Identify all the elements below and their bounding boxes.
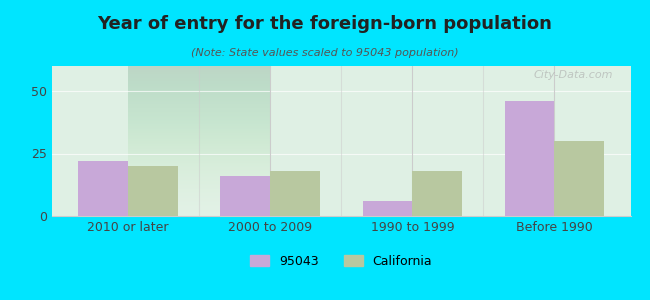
Text: (Note: State values scaled to 95043 population): (Note: State values scaled to 95043 popu… bbox=[191, 48, 459, 58]
Bar bbox=[504, 101, 554, 216]
Text: City-Data.com: City-Data.com bbox=[534, 70, 613, 80]
Bar bbox=[363, 201, 412, 216]
Text: Year of entry for the foreign-born population: Year of entry for the foreign-born popul… bbox=[98, 15, 552, 33]
Bar bbox=[554, 141, 604, 216]
Legend: 95043, California: 95043, California bbox=[246, 250, 437, 273]
Bar bbox=[128, 166, 178, 216]
Bar bbox=[412, 171, 462, 216]
Bar bbox=[78, 161, 128, 216]
Bar bbox=[270, 171, 320, 216]
Bar bbox=[220, 176, 270, 216]
